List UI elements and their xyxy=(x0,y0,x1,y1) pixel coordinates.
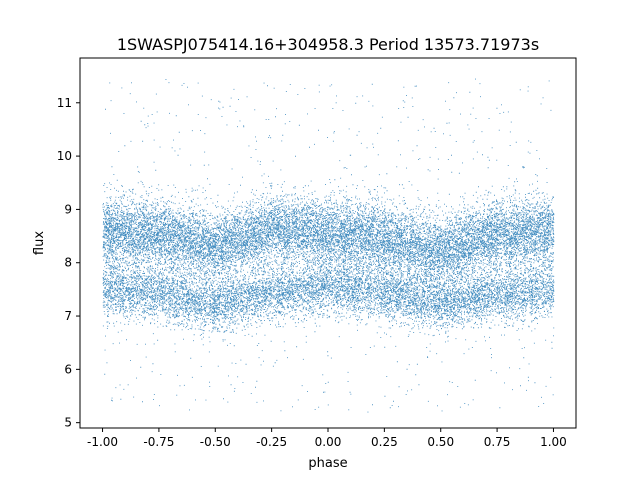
x-tick-label: -0.50 xyxy=(200,435,231,449)
y-tick-label: 7 xyxy=(64,309,72,323)
y-axis: 5 6 7 8 9 10 11 xyxy=(57,96,80,430)
x-tick-label: -1.00 xyxy=(87,435,118,449)
y-tick-label: 9 xyxy=(64,202,72,216)
y-tick-label: 5 xyxy=(64,416,72,430)
x-tick-label: 0.00 xyxy=(315,435,342,449)
x-tick-label: 1.00 xyxy=(540,435,567,449)
x-tick-label: 0.75 xyxy=(484,435,511,449)
y-tick-label: 6 xyxy=(64,362,72,376)
x-tick-label: -0.75 xyxy=(143,435,174,449)
x-axis-label: phase xyxy=(308,456,347,471)
y-tick-label: 8 xyxy=(64,256,72,270)
x-axis: -1.00 -0.75 -0.50 -0.25 0.00 0.25 0.50 0.75 1.00 xyxy=(87,428,567,449)
chart-title: 1SWASPJ075414.16+304958.3 Period 13573.7… xyxy=(117,35,539,54)
scatter-points xyxy=(102,78,555,413)
scatter-point-cloud xyxy=(102,78,555,413)
y-tick-label: 11 xyxy=(57,96,72,110)
y-tick-label: 10 xyxy=(57,149,72,163)
y-axis-label: flux xyxy=(32,231,47,255)
x-tick-label: 0.25 xyxy=(371,435,398,449)
x-tick-label: -0.25 xyxy=(256,435,287,449)
x-tick-label: 0.50 xyxy=(427,435,454,449)
